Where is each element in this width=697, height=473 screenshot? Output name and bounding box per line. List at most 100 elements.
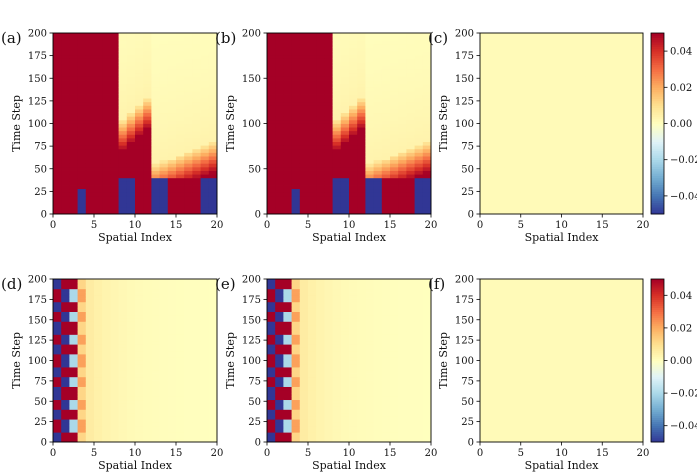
heatmap-cell — [291, 69, 301, 74]
heatmap-cell — [414, 199, 424, 204]
heatmap-cell — [61, 357, 70, 361]
heatmap-cell — [340, 137, 350, 142]
heatmap-cell — [200, 279, 210, 283]
heatmap-cell — [143, 105, 152, 110]
heatmap-cell — [275, 305, 284, 309]
heatmap-cell — [135, 58, 144, 63]
heatmap-cell — [308, 127, 317, 132]
heatmap-cell — [299, 409, 309, 414]
heatmap-cell — [61, 318, 70, 322]
heatmap-cell — [308, 357, 317, 361]
heatmap-cell — [94, 386, 103, 391]
heatmap-cell — [528, 47, 538, 52]
heatmap-cell — [316, 87, 325, 92]
heatmap-cell — [118, 127, 128, 132]
heatmap-cell — [299, 292, 309, 296]
heatmap-cell — [381, 376, 391, 381]
heatmap-cell — [340, 148, 350, 153]
heatmap-cell — [151, 396, 160, 401]
heatmap-cell — [316, 199, 325, 204]
heatmap-cell — [496, 90, 505, 95]
heatmap-cell — [208, 402, 218, 407]
heatmap-cell — [577, 203, 587, 208]
heatmap-cell — [110, 282, 119, 286]
heatmap-cell — [69, 383, 78, 387]
heatmap-cell — [135, 43, 144, 48]
heatmap-cell — [53, 292, 62, 296]
heatmap-cell — [324, 163, 333, 168]
heatmap-cell — [176, 123, 185, 128]
heatmap-cell — [184, 177, 193, 182]
heatmap-cell — [118, 415, 128, 420]
heatmap-cell — [512, 148, 522, 153]
heatmap-cell — [316, 360, 325, 365]
heatmap-cell — [308, 311, 317, 316]
heatmap-cell — [291, 80, 301, 85]
heatmap-cell — [488, 145, 497, 150]
heatmap-cell — [110, 87, 119, 92]
heatmap-cell — [267, 170, 276, 175]
heatmap-cell — [406, 156, 415, 161]
heatmap-cell — [390, 353, 399, 358]
heatmap-cell — [577, 177, 587, 182]
heatmap-cell — [316, 399, 325, 404]
heatmap-cell — [308, 148, 317, 153]
heatmap-cell — [553, 174, 562, 179]
heatmap-cell — [143, 367, 152, 371]
heatmap-cell — [390, 65, 399, 70]
heatmap-cell — [61, 376, 70, 381]
heatmap-cell — [496, 203, 505, 208]
heatmap-cell — [422, 101, 432, 106]
heatmap-cell — [480, 69, 489, 74]
heatmap-cell — [308, 412, 317, 417]
heatmap-cell — [357, 119, 366, 124]
heatmap-cell — [340, 105, 350, 110]
heatmap-cell — [618, 94, 628, 99]
heatmap-cell — [176, 415, 185, 420]
heatmap-cell — [349, 192, 358, 197]
heatmap-cell — [275, 428, 284, 433]
heatmap-cell — [77, 282, 87, 286]
heatmap-cell — [267, 76, 276, 81]
heatmap-cell — [85, 389, 95, 394]
heatmap-cell — [332, 195, 342, 200]
heatmap-cell — [184, 51, 193, 56]
heatmap-cell — [357, 166, 366, 171]
heatmap-cell — [357, 51, 366, 56]
heatmap-cell — [176, 301, 185, 306]
heatmap-cell — [200, 438, 210, 443]
heatmap-cell — [118, 65, 128, 70]
heatmap-cell — [118, 159, 128, 164]
heatmap-cell — [85, 357, 95, 361]
heatmap-cell — [626, 116, 636, 121]
heatmap-cell — [528, 87, 538, 92]
heatmap-cell — [77, 170, 87, 175]
heatmap-cell — [488, 40, 497, 45]
heatmap-cell — [291, 360, 301, 365]
heatmap-cell — [373, 301, 383, 306]
heatmap-cell — [528, 159, 538, 164]
heatmap-cell — [167, 141, 177, 146]
heatmap-cell — [85, 87, 95, 92]
heatmap-cell — [69, 170, 78, 175]
heatmap-cell — [537, 69, 546, 74]
heatmap-cell — [634, 116, 644, 121]
heatmap-cell — [324, 105, 333, 110]
heatmap-cell — [110, 61, 119, 66]
heatmap-cell — [110, 321, 119, 326]
heatmap-cell — [200, 367, 210, 371]
heatmap-cell — [275, 334, 284, 339]
heatmap-cell — [545, 119, 554, 124]
heatmap-cell — [135, 295, 144, 299]
heatmap-cell — [340, 314, 350, 319]
heatmap-cell — [85, 321, 95, 326]
heatmap-cell — [316, 185, 325, 190]
heatmap-cell — [373, 87, 383, 92]
heatmap-cell — [520, 159, 530, 164]
heatmap-cell — [77, 166, 87, 171]
heatmap-cell — [85, 298, 95, 303]
heatmap-cell — [143, 163, 152, 168]
heatmap-cell — [283, 370, 292, 374]
heatmap-cell — [553, 61, 562, 66]
heatmap-cell — [118, 402, 128, 407]
